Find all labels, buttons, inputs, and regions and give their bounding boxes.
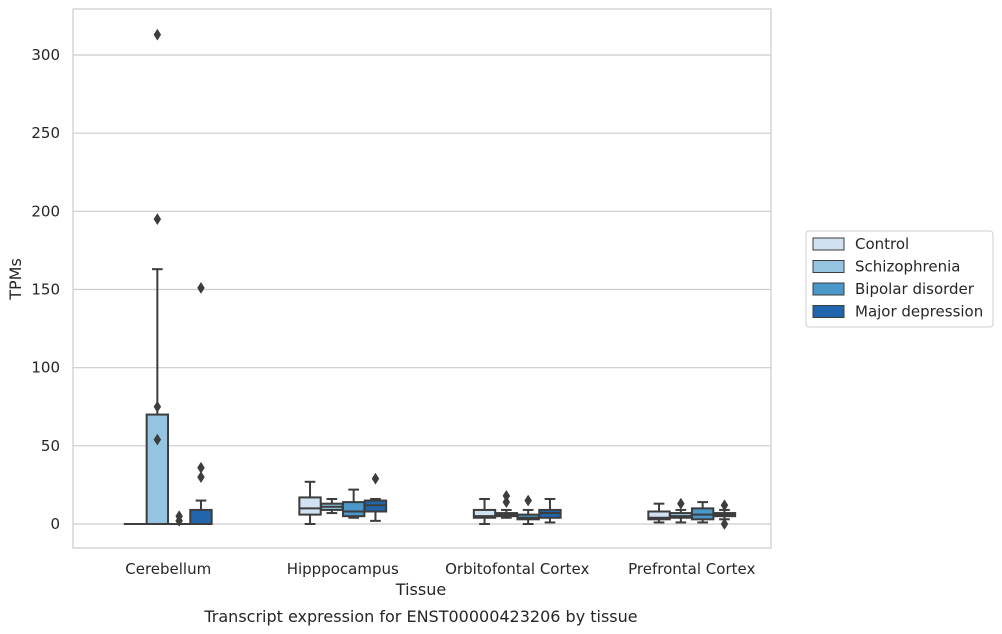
box-body bbox=[145, 413, 170, 526]
legend: Control Schizophrenia Bipolar disorder Majo… bbox=[805, 230, 994, 328]
box-3-2 bbox=[690, 501, 715, 524]
y-tick-label-100: 100 bbox=[31, 359, 60, 377]
legend-swatch-3 bbox=[812, 305, 845, 318]
outlier-point-0 bbox=[677, 497, 685, 510]
box-1-2 bbox=[341, 488, 366, 519]
outlier-point-3 bbox=[153, 433, 162, 446]
outlier-point-0 bbox=[153, 213, 162, 226]
box-body bbox=[189, 508, 213, 525]
y-tick-label-50: 50 bbox=[41, 437, 60, 455]
outlier-point-1 bbox=[153, 28, 162, 41]
box-2-3 bbox=[538, 497, 562, 524]
outlier-point-1 bbox=[175, 510, 183, 523]
box-1-1 bbox=[320, 497, 344, 515]
y-axis-ticks: 0 50 100 150 200 250 300 bbox=[31, 46, 60, 533]
x-axis-label: Tissue bbox=[395, 580, 446, 599]
outlier-point-0 bbox=[720, 499, 729, 512]
legend-label-1: Schizophrenia bbox=[855, 258, 960, 276]
legend-frame bbox=[805, 230, 994, 328]
outlier-point-0 bbox=[502, 496, 511, 509]
box-1-3 bbox=[363, 472, 388, 522]
legend-swatch-1 bbox=[812, 260, 845, 273]
x-axis-ticks: Cerebellum Hipppocampus Orbitofontal Corte… bbox=[125, 560, 755, 578]
x-tick-label-3: Prefrontal Cortex bbox=[628, 560, 755, 578]
y-tick-label-0: 0 bbox=[50, 515, 60, 533]
x-tick-label-2: Orbitofontal Cortex bbox=[445, 560, 589, 578]
box-body bbox=[298, 496, 322, 516]
y-axis-label: TPMs bbox=[6, 258, 25, 301]
legend-label-2: Bipolar disorder bbox=[855, 280, 975, 298]
chart-caption: Transcript expression for ENST0000042320… bbox=[203, 607, 637, 626]
box-3-1 bbox=[669, 497, 693, 524]
box-2-0 bbox=[472, 497, 497, 525]
grid-lines bbox=[73, 54, 771, 525]
outlier-point-2 bbox=[153, 400, 162, 413]
box-3-0 bbox=[647, 502, 671, 524]
outlier-point-0 bbox=[524, 494, 532, 507]
y-tick-label-250: 250 bbox=[31, 124, 60, 142]
box-3-3 bbox=[712, 499, 737, 530]
box-plots bbox=[123, 28, 737, 530]
outlier-point-0 bbox=[371, 472, 380, 485]
plot-frame bbox=[72, 8, 772, 549]
box-2-1 bbox=[494, 489, 519, 519]
legend-swatch-0 bbox=[812, 237, 845, 251]
legend-label-0: Control bbox=[855, 235, 909, 253]
x-tick-label-0: Cerebellum bbox=[125, 560, 211, 578]
outlier-point-1 bbox=[502, 489, 511, 502]
y-tick-label-300: 300 bbox=[31, 46, 60, 64]
legend-swatch-2 bbox=[812, 282, 845, 296]
box-0-1 bbox=[145, 28, 170, 526]
box-body bbox=[341, 501, 366, 518]
outlier-point-1 bbox=[720, 518, 729, 530]
x-tick-label-1: Hipppocampus bbox=[287, 560, 399, 578]
legend-label-3: Major depression bbox=[855, 303, 983, 321]
outlier-point-0 bbox=[197, 281, 205, 294]
outlier-point-2 bbox=[197, 471, 205, 484]
box-0-2 bbox=[167, 510, 191, 527]
box-2-2 bbox=[516, 494, 540, 525]
box-0-3 bbox=[189, 281, 213, 525]
y-tick-label-150: 150 bbox=[31, 281, 60, 299]
y-tick-label-200: 200 bbox=[31, 202, 60, 220]
box-1-0 bbox=[298, 480, 322, 525]
